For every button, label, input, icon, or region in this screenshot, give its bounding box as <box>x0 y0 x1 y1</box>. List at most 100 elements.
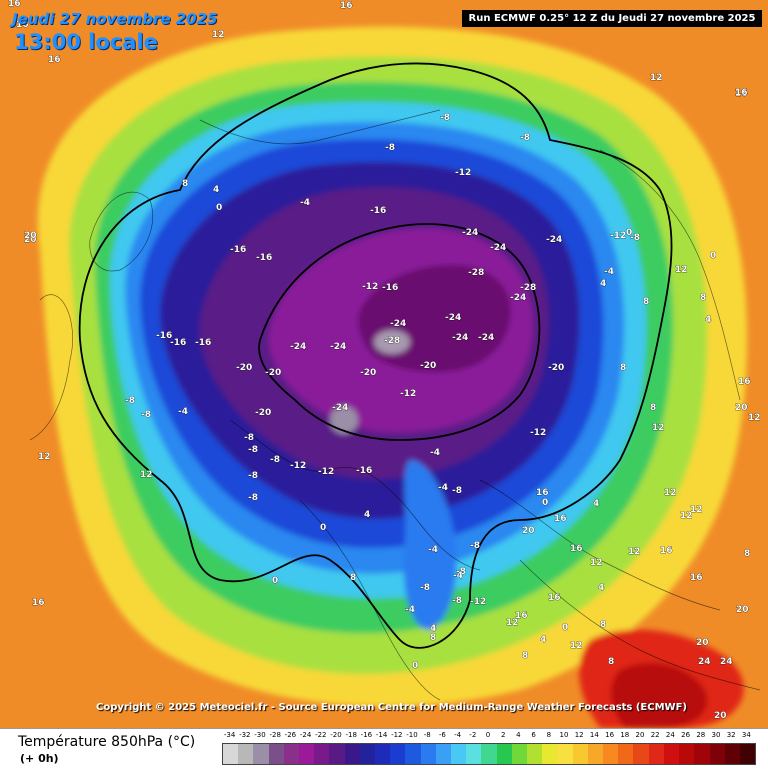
isotherm-label: 4 <box>600 279 606 289</box>
scale-swatch <box>299 744 315 764</box>
isotherm-label: -24 <box>390 319 406 329</box>
isotherm-label: -24 <box>290 342 306 352</box>
isotherm-label: -8 <box>270 455 280 465</box>
scale-label: -4 <box>454 731 462 739</box>
scale-label: 30 <box>711 731 721 739</box>
scale-swatch <box>724 744 740 764</box>
isotherm-label: -16 <box>195 338 211 348</box>
isotherm-label: 20 <box>696 638 709 648</box>
forecast-date-title: Jeudi 27 novembre 2025 <box>12 10 218 28</box>
isotherm-label: -4 <box>428 545 438 555</box>
isotherm-label: 8 <box>744 549 750 559</box>
scale-label: 0 <box>485 731 491 739</box>
isotherm-label: -8 <box>141 410 151 420</box>
scale-swatch <box>344 744 360 764</box>
isotherm-label: -20 <box>255 408 271 418</box>
isotherm-label: 0 <box>710 251 716 261</box>
isotherm-label: -4 <box>430 448 440 458</box>
isotherm-label: 0 <box>562 623 568 633</box>
isotherm-label: 0 <box>320 523 326 533</box>
isotherm-label: -8 <box>125 396 135 406</box>
scale-label: 34 <box>741 731 751 739</box>
isotherm-label: 0 <box>542 498 548 508</box>
isotherm-label: -8 <box>456 567 466 577</box>
scale-label: 28 <box>696 731 706 739</box>
isotherm-label: 12 <box>506 618 519 628</box>
isotherm-label: -20 <box>236 363 252 373</box>
scale-label: 32 <box>726 731 736 739</box>
scale-label: -30 <box>254 731 266 739</box>
isotherm-label: 8 <box>650 403 656 413</box>
isotherm-label: 20 <box>714 711 727 721</box>
isotherm-label: 16 <box>660 546 673 556</box>
isotherm-label: 16 <box>554 514 567 524</box>
isotherm-label: 12 <box>38 452 51 462</box>
cold-core-1 <box>374 330 410 354</box>
scale-swatch <box>603 744 619 764</box>
isotherm-label: -8 <box>420 583 430 593</box>
scale-label: 22 <box>650 731 660 739</box>
isotherm-label: -24 <box>445 313 461 323</box>
isotherm-label: -28 <box>384 336 400 346</box>
scale-label: 26 <box>681 731 691 739</box>
scale-swatch <box>527 744 543 764</box>
isotherm-label: -24 <box>478 333 494 343</box>
isotherm-label: -12 <box>290 461 306 471</box>
isotherm-label: 16 <box>536 488 549 498</box>
isotherm-label: 12 <box>690 505 703 515</box>
isotherm-label: -12 <box>400 389 416 399</box>
isotherm-label: -16 <box>230 245 246 255</box>
isotherm-label: 12 <box>650 73 663 83</box>
isotherm-label: -4 <box>405 605 415 615</box>
isotherm-label: 4 <box>598 583 604 593</box>
scale-swatch <box>390 744 406 764</box>
scale-label: 8 <box>546 731 552 739</box>
forecast-time-title: 13:00 locale <box>14 30 158 54</box>
scale-label: -32 <box>239 731 251 739</box>
isotherm-label: 12 <box>664 488 677 498</box>
isotherm-label: -24 <box>330 342 346 352</box>
scale-swatch <box>268 744 284 764</box>
isotherm-label: 20 <box>736 605 749 615</box>
isotherm-label: 16 <box>32 598 45 608</box>
cold-core-2 <box>330 406 358 434</box>
scale-swatch <box>253 744 269 764</box>
isotherm-label: 12 <box>140 470 153 480</box>
isotherm-label: 0 <box>216 203 222 213</box>
scale-label: 10 <box>559 731 569 739</box>
isotherm-label: 20 <box>735 403 748 413</box>
isotherm-label: -8 <box>248 471 258 481</box>
band-cold-tongue <box>403 460 457 630</box>
scale-swatch <box>223 744 239 764</box>
scale-swatch <box>375 744 391 764</box>
isotherm-label: -16 <box>156 331 172 341</box>
isotherm-label: 16 <box>8 0 21 9</box>
temperature-map: 16 16 12 20 16 12 8 4 0 -4 -8 -8 -8 -12 -16 -16 -16 -24 -2… <box>0 0 768 728</box>
isotherm-label: -12 <box>470 597 486 607</box>
isotherm-label: -20 <box>548 363 564 373</box>
isotherm-label: -4 <box>438 483 448 493</box>
isotherm-label: -12 <box>530 428 546 438</box>
scale-swatch <box>466 744 482 764</box>
scale-swatch <box>435 744 452 764</box>
isotherm-label: 8 <box>608 657 614 667</box>
isotherm-label: 8 <box>522 651 528 661</box>
isotherm-label: -16 <box>382 283 398 293</box>
scale-label: -10 <box>406 731 418 739</box>
scale-label: 18 <box>620 731 630 739</box>
isotherm-label: 8 <box>182 179 188 189</box>
isotherm-label: 16 <box>548 593 561 603</box>
scale-swatch <box>663 744 680 764</box>
scale-swatch <box>451 744 467 764</box>
isotherm-label: 12 <box>748 413 761 423</box>
isotherm-label: -28 <box>520 283 536 293</box>
scale-swatch <box>283 744 300 764</box>
legend-title: Température 850hPa (°C) <box>18 734 196 750</box>
isotherm-label: -12 <box>610 231 626 241</box>
scale-swatch <box>481 744 497 764</box>
isotherm-label: -24 <box>510 293 526 303</box>
isotherm-label: -8 <box>248 445 258 455</box>
isotherm-label: 4 <box>364 510 370 520</box>
copyright-notice: Copyright © 2025 Meteociel.fr - Source E… <box>96 702 687 713</box>
scale-swatch <box>405 744 421 764</box>
